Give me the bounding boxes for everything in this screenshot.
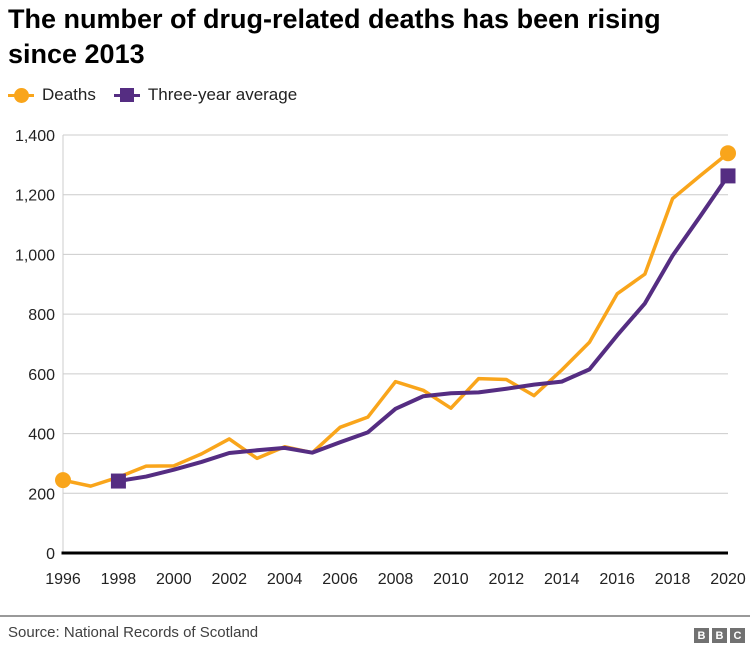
series-marker-square xyxy=(110,473,126,489)
y-tick-label: 1,400 xyxy=(15,128,55,145)
legend-item-deaths: Deaths xyxy=(8,85,96,105)
bbc-logo-letter-b2: B xyxy=(712,628,727,643)
bbc-logo-letter-c: C xyxy=(730,628,745,643)
footer-divider xyxy=(0,615,750,617)
y-tick-label: 1,000 xyxy=(15,247,55,264)
bbc-logo: B B C xyxy=(694,628,745,643)
x-tick-label: 1998 xyxy=(101,571,137,588)
x-tick-label: 2006 xyxy=(322,571,358,588)
x-tick-label: 1996 xyxy=(45,571,81,588)
legend-item-average: Three-year average xyxy=(113,85,298,105)
x-tick-label: 2008 xyxy=(378,571,414,588)
chart-legend: Deaths Three-year average xyxy=(8,85,297,105)
y-tick-label: 400 xyxy=(28,427,55,444)
series-marker-square xyxy=(720,168,736,184)
series-marker-circle xyxy=(55,472,71,489)
x-tick-label: 2010 xyxy=(433,571,469,588)
chart-title: The number of drug-related deaths has be… xyxy=(8,2,744,72)
series-line-deaths xyxy=(62,151,730,488)
chart-title-line1: The number of drug-related deaths has be… xyxy=(8,4,661,34)
deaths-line-circle-icon xyxy=(8,86,34,104)
average-line-square-icon xyxy=(113,86,140,104)
bbc-logo-letter-b1: B xyxy=(694,628,709,643)
x-tick-label: 2002 xyxy=(211,571,247,588)
y-tick-label: 1,200 xyxy=(15,188,55,205)
y-tick-label: 200 xyxy=(28,486,55,503)
x-tick-label: 2014 xyxy=(544,571,580,588)
x-tick-label: 2000 xyxy=(156,571,192,588)
y-tick-label: 800 xyxy=(28,307,55,324)
y-tick-label: 600 xyxy=(28,367,55,384)
axis-labels: 0 200 400 600 800 1,000 1,200 1,400 1996 1998 2000… xyxy=(15,128,746,588)
y-tick-label: 0 xyxy=(46,546,55,563)
gridlines xyxy=(63,134,728,494)
chart-title-line2: since 2013 xyxy=(8,39,145,69)
x-tick-label: 2018 xyxy=(655,571,691,588)
x-tick-label: 2012 xyxy=(489,571,525,588)
series-marker-circle xyxy=(720,145,736,162)
legend-label-deaths: Deaths xyxy=(42,85,96,104)
x-tick-label: 2004 xyxy=(267,571,303,588)
source-text: Source: National Records of Scotland xyxy=(8,624,259,641)
axes xyxy=(61,135,728,555)
legend-label-average: Three-year average xyxy=(147,85,298,104)
series xyxy=(55,145,736,489)
series-line-average xyxy=(118,174,730,484)
x-tick-label: 2020 xyxy=(710,571,746,588)
x-tick-label: 2016 xyxy=(599,571,635,588)
